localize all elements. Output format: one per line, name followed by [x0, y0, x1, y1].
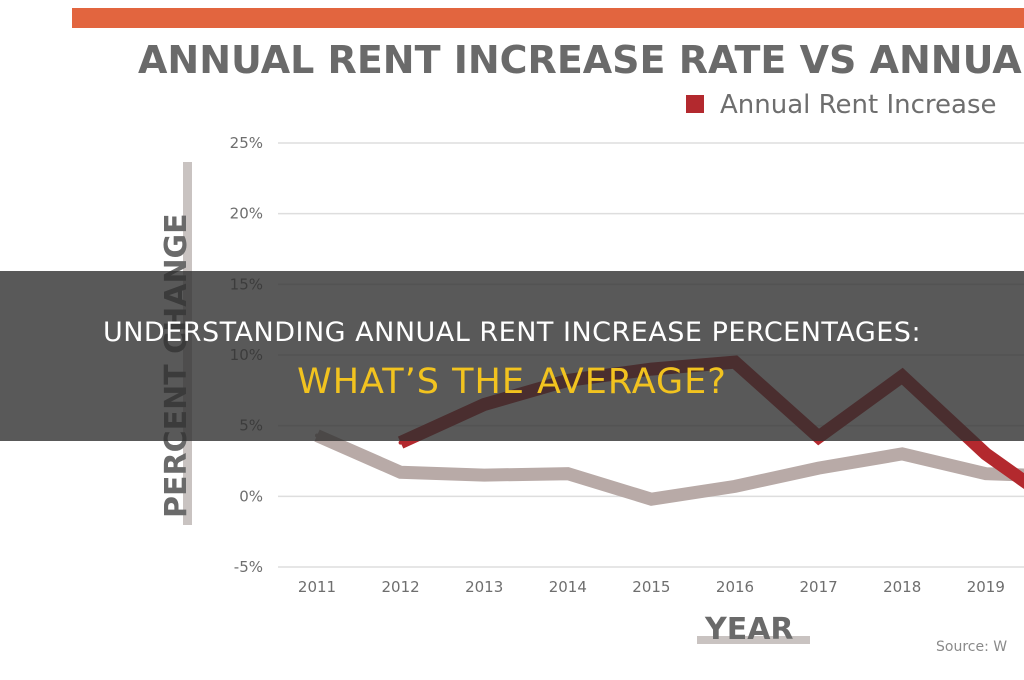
series-line-other [314, 429, 1024, 506]
x-axis-title-bar [697, 636, 810, 644]
data-point [398, 470, 403, 475]
top-banner [72, 8, 1024, 28]
y-tick-label: -5% [234, 558, 263, 576]
x-tick-label: 2011 [298, 578, 336, 596]
data-point [649, 497, 654, 502]
x-tick-label: 2012 [382, 578, 420, 596]
data-point [816, 466, 821, 471]
x-tick-label: 2015 [632, 578, 670, 596]
title-overlay [0, 271, 1024, 441]
y-tick-label: 20% [230, 205, 263, 223]
overlay-subtitle: WHAT’S THE AVERAGE? [297, 362, 727, 402]
x-tick-label: 2013 [465, 578, 503, 596]
x-tick-labels: 2011 2012 2013 2014 2015 2016 2017 2018 2019 [298, 578, 1005, 596]
source-note: Source: W [936, 639, 1007, 655]
x-axis-title: YEAR [704, 612, 794, 647]
data-point [900, 451, 905, 456]
y-tick-label: 25% [230, 134, 263, 152]
chart-title: ANNUAL RENT INCREASE RATE VS ANNUAL C [138, 38, 1024, 82]
x-tick-label: 2017 [800, 578, 838, 596]
data-point [733, 484, 737, 489]
x-tick-label: 2019 [967, 578, 1005, 596]
data-point [565, 471, 570, 476]
data-point [983, 451, 988, 456]
legend-label: Annual Rent Increase [720, 90, 997, 120]
legend-swatch [686, 95, 704, 113]
data-point [398, 440, 403, 445]
legend: Annual Rent Increase [686, 90, 997, 120]
overlay-title: UNDERSTANDING ANNUAL RENT INCREASE PERCE… [102, 317, 922, 348]
x-tick-label: 2014 [549, 578, 587, 596]
data-point [983, 471, 988, 476]
data-point [482, 473, 487, 478]
x-tick-label: 2016 [716, 578, 754, 596]
y-tick-label: 0% [239, 487, 263, 505]
x-tick-label: 2018 [883, 578, 921, 596]
